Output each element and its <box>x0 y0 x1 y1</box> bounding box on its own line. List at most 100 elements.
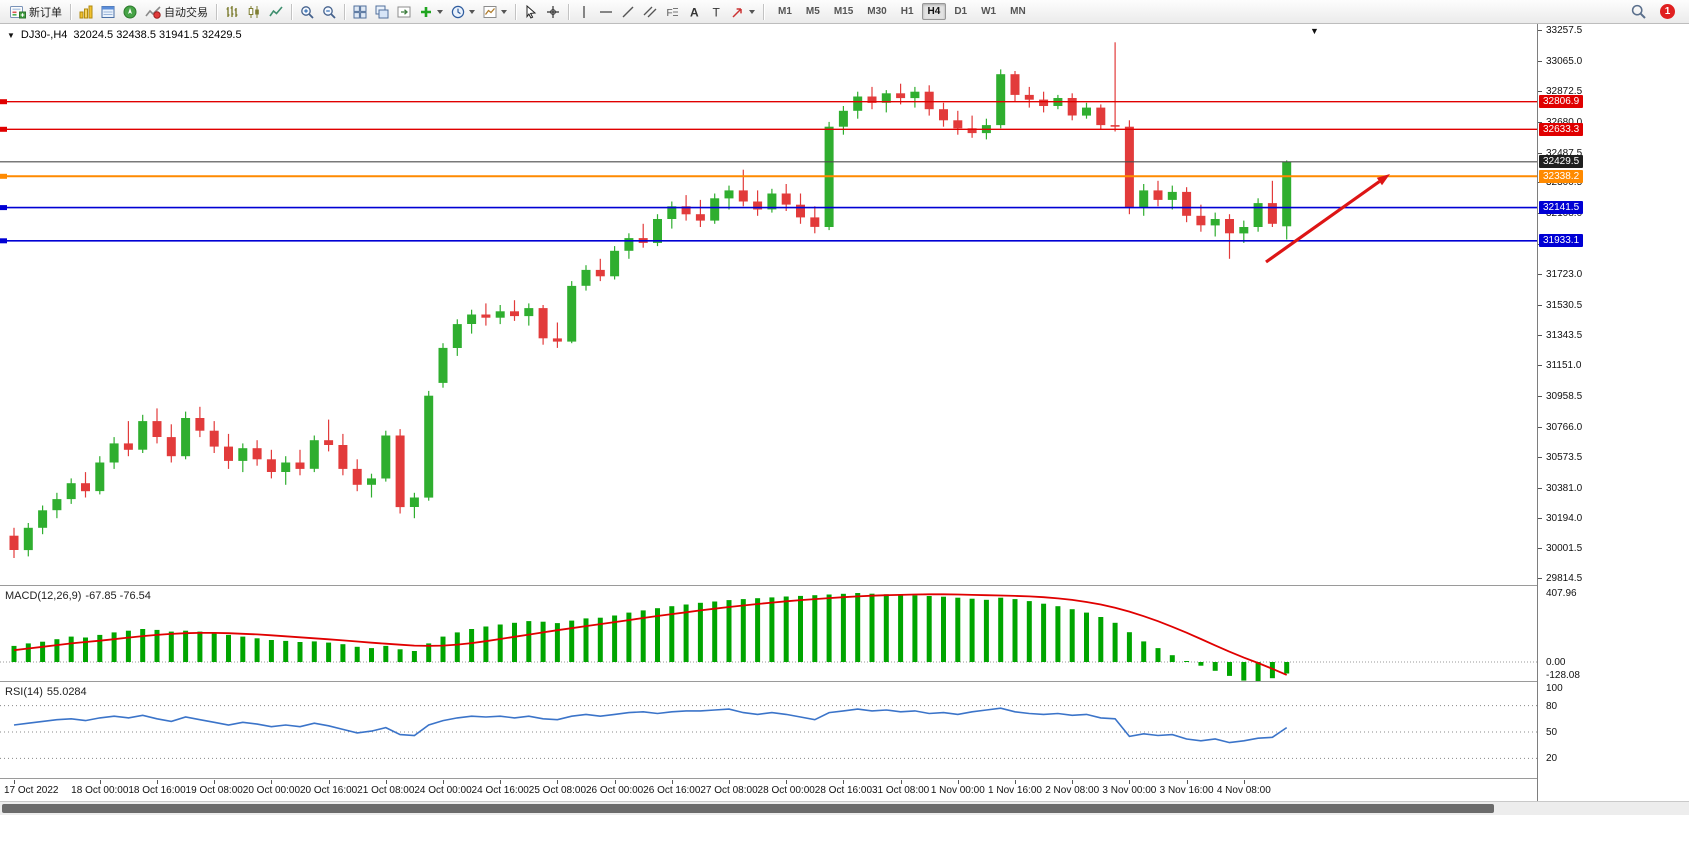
templates-button[interactable] <box>479 2 511 22</box>
search-icon <box>1631 4 1646 19</box>
price-tick-label: 31151.0 <box>1546 360 1582 372</box>
line-chart-icon <box>269 5 283 19</box>
tile-windows-icon <box>353 5 367 19</box>
price-tick-label: 31343.5 <box>1546 329 1583 341</box>
time-tick-label: 17 Oct 2022 <box>4 785 59 796</box>
fibonacci-button[interactable]: F <box>661 2 683 22</box>
price-tick-label: 31530.5 <box>1546 299 1583 311</box>
chart-header: ▼ DJ30-,H4 32024.5 32438.5 31941.5 32429… <box>7 29 242 41</box>
timeframe-m1[interactable]: M1 <box>778 6 792 17</box>
indicators-button[interactable] <box>415 2 447 22</box>
price-tick-label: 29814.5 <box>1546 573 1583 584</box>
arrange-charts-button[interactable] <box>371 2 393 22</box>
main-chart-pane[interactable]: ▼ DJ30-,H4 32024.5 32438.5 31941.5 32429… <box>0 24 1537 586</box>
line-anchor-31933.1[interactable] <box>0 238 7 244</box>
timeframe-w1[interactable]: W1 <box>981 6 997 17</box>
chart-shift-button[interactable] <box>393 2 415 22</box>
timeframe-m5[interactable]: M5 <box>805 6 820 17</box>
rsi-canvas[interactable] <box>0 683 1537 779</box>
price-tick-mark <box>1538 121 1542 123</box>
timeframe-h1[interactable]: H1 <box>900 6 914 17</box>
trend-arrow[interactable] <box>1265 180 1381 264</box>
zoom-out-button[interactable] <box>318 2 340 22</box>
bar-chart-button[interactable] <box>221 2 243 22</box>
trendline-button[interactable] <box>617 2 639 22</box>
time-tick-mark <box>443 780 444 784</box>
toolbar-separator <box>344 3 345 20</box>
price-line-tag-31933.1: 31933.1 <box>1539 234 1584 248</box>
macd-values: -67.85 -76.54 <box>85 590 151 602</box>
line-anchor-32633.3[interactable] <box>0 126 7 132</box>
price-axis: 33257.5 33065.0 32872.5 32680.0 32487.5 32300… <box>1537 24 1689 801</box>
time-tick-mark <box>957 780 959 784</box>
price-tick-label: 31723.0 <box>1546 269 1583 281</box>
time-tick-label: 21 Oct 08:00 <box>357 785 415 796</box>
notifications-badge[interactable]: 1 <box>1660 4 1675 19</box>
text-label-button[interactable]: T <box>705 2 727 22</box>
tile-windows-button[interactable] <box>349 2 371 22</box>
toolbar-separator <box>70 3 71 20</box>
timeframe-d1[interactable]: D1 <box>954 6 968 17</box>
macd-canvas[interactable] <box>0 587 1537 682</box>
channel-button[interactable] <box>639 2 661 22</box>
timeframe-m15[interactable]: M15 <box>833 6 854 17</box>
timeframe-h4[interactable]: H4 <box>921 3 947 20</box>
horizontal-line-button[interactable] <box>595 2 617 22</box>
time-tick-mark <box>214 780 216 784</box>
time-tick-label: 27 Oct 08:00 <box>700 785 758 796</box>
rsi-line <box>13 707 1288 744</box>
price-tick-label: 30001.5 <box>1546 543 1583 555</box>
rsi-panel[interactable]: RSI(14) 55.0284 <box>0 683 1537 779</box>
zoom-in-button[interactable] <box>296 2 318 22</box>
price-tick-mark <box>1538 334 1542 336</box>
new-order-button-label: 新订单 <box>29 6 62 19</box>
line-anchor-32806.9[interactable] <box>0 99 7 105</box>
time-tick-mark <box>1243 780 1245 784</box>
ohlc-values: 32024.5 32438.5 31941.5 32429.5 <box>73 29 242 41</box>
line-anchor-32141.5[interactable] <box>0 205 7 211</box>
price-line-tag-32141.5: 32141.5 <box>1539 201 1584 215</box>
crosshair-button[interactable] <box>542 2 564 22</box>
timeframe-mn[interactable]: MN <box>1010 6 1026 17</box>
timeframe-m30[interactable]: M30 <box>867 6 887 17</box>
line-chart-button[interactable] <box>265 2 287 22</box>
candlestick-chart-button[interactable] <box>243 2 265 22</box>
scrollbar-thumb[interactable] <box>2 804 1494 813</box>
vline-icon <box>577 5 591 19</box>
macd-panel[interactable]: MACD(12,26,9) -67.85 -76.54 <box>0 587 1537 682</box>
cursor-button[interactable] <box>520 2 542 22</box>
time-tick-label: 3 Nov 16:00 <box>1159 785 1214 796</box>
chart-object-marker-icon[interactable]: ▼ <box>1310 26 1319 36</box>
periods-button[interactable] <box>447 2 479 22</box>
autotrading-button[interactable]: 自动交易 <box>141 2 212 22</box>
market-watch-button[interactable] <box>75 2 97 22</box>
vertical-line-button[interactable] <box>573 2 595 22</box>
zoom-out-icon <box>322 5 336 19</box>
arrows-button[interactable] <box>727 2 759 22</box>
autotrading-icon <box>145 5 161 19</box>
one-click-trading-toggle-icon[interactable]: ▼ <box>7 30 15 40</box>
navigator-button[interactable] <box>119 2 141 22</box>
line-anchor-32338.2[interactable] <box>0 173 7 179</box>
new-order-button[interactable]: 新订单 <box>6 2 66 22</box>
timeframe-bar: M1 M5 M15 M30 H1 H4 D1 W1 MN <box>771 3 1033 20</box>
time-tick-label: 20 Oct 00:00 <box>242 785 301 796</box>
search-button[interactable] <box>1627 2 1650 22</box>
price-chart-canvas[interactable] <box>0 24 1537 586</box>
text-button[interactable]: A <box>683 2 705 22</box>
fibonacci-icon: F <box>665 5 679 19</box>
time-tick-label: 24 Oct 16:00 <box>471 785 529 796</box>
data-window-button[interactable] <box>97 2 119 22</box>
time-tick-label: 26 Oct 00:00 <box>585 785 644 796</box>
price-tick-label: 30194.0 <box>1546 512 1583 524</box>
crosshair-icon <box>546 5 560 19</box>
dropdown-caret-icon <box>437 9 443 14</box>
text-icon: A <box>687 5 701 19</box>
price-tick-mark <box>1538 426 1542 428</box>
time-tick-label: 26 Oct 16:00 <box>643 785 701 796</box>
time-tick-label: 28 Oct 16:00 <box>814 785 873 796</box>
horizontal-scrollbar[interactable] <box>0 801 1689 815</box>
time-tick-mark <box>271 780 273 784</box>
toolbar-separator <box>216 3 217 20</box>
